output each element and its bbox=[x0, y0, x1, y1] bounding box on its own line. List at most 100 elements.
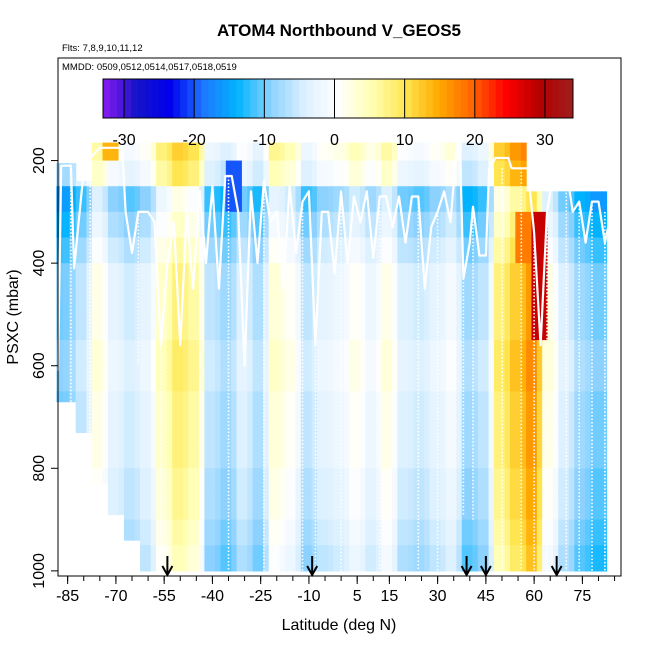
heatmap-cell bbox=[451, 142, 457, 162]
heatmap-cell bbox=[429, 142, 436, 162]
heatmap-cell bbox=[177, 160, 184, 187]
heatmap-cell bbox=[477, 417, 484, 444]
heatmap-cell bbox=[107, 340, 114, 367]
heatmap-cell bbox=[515, 442, 522, 469]
heatmap-cell bbox=[209, 493, 216, 521]
heatmap-cell bbox=[456, 263, 463, 290]
heatmap-cell bbox=[526, 545, 533, 572]
heatmap-cell bbox=[247, 545, 254, 572]
heatmap-cell bbox=[536, 417, 543, 444]
heatmap-cell bbox=[418, 288, 425, 316]
heatmap-cell bbox=[601, 519, 608, 546]
heatmap-cell bbox=[552, 263, 559, 290]
heatmap-cell bbox=[418, 365, 425, 392]
heatmap-cell bbox=[440, 288, 447, 316]
colorbar-swatch bbox=[544, 79, 553, 118]
heatmap-cell bbox=[418, 340, 425, 367]
heatmap-cell bbox=[156, 442, 163, 469]
heatmap-cell bbox=[424, 160, 431, 187]
heatmap-cell bbox=[225, 160, 232, 187]
x-tick-label: 60 bbox=[525, 588, 543, 605]
heatmap-cell bbox=[552, 288, 559, 316]
heatmap-cell bbox=[215, 519, 222, 546]
colorbar-swatch bbox=[523, 79, 532, 118]
heatmap-cell bbox=[322, 365, 329, 392]
heatmap-cell bbox=[531, 417, 538, 444]
heatmap-cell bbox=[140, 142, 146, 162]
heatmap-cell bbox=[488, 519, 495, 546]
heatmap-cell bbox=[568, 263, 575, 290]
heatmap-cell bbox=[91, 160, 98, 187]
heatmap-cell bbox=[585, 237, 592, 264]
heatmap-cell bbox=[558, 211, 565, 239]
heatmap-cell bbox=[279, 519, 286, 546]
heatmap-cell bbox=[520, 263, 527, 290]
heatmap-cell bbox=[375, 493, 382, 521]
heatmap-cell bbox=[558, 493, 565, 521]
heatmap-cell bbox=[236, 493, 243, 521]
heatmap-cell bbox=[123, 365, 130, 392]
heatmap-cell bbox=[252, 493, 259, 521]
heatmap-cell bbox=[241, 468, 248, 495]
heatmap-cell bbox=[322, 314, 329, 341]
heatmap-cell bbox=[434, 288, 441, 316]
heatmap-cell bbox=[295, 468, 302, 495]
heatmap-cell bbox=[429, 365, 436, 392]
heatmap-cell bbox=[172, 493, 179, 521]
y-axis-label: PSXC (mbar) bbox=[5, 269, 22, 364]
heatmap-cell bbox=[102, 211, 109, 239]
heatmap-cell bbox=[209, 142, 216, 162]
heatmap-cell bbox=[327, 442, 334, 469]
heatmap-cell bbox=[161, 237, 168, 264]
heatmap-cell bbox=[338, 160, 345, 187]
heatmap-cell bbox=[349, 365, 356, 392]
heatmap-cell bbox=[209, 391, 216, 418]
heatmap-cell bbox=[231, 160, 238, 187]
heatmap-cell bbox=[499, 237, 506, 264]
heatmap-cell bbox=[574, 442, 581, 469]
heatmap-cell bbox=[177, 288, 184, 316]
heatmap-cell bbox=[107, 237, 114, 264]
heatmap-cell bbox=[402, 442, 409, 469]
heatmap-cell bbox=[62, 163, 70, 187]
heatmap-cell bbox=[268, 314, 275, 341]
heatmap-cell bbox=[236, 545, 243, 572]
heatmap-cell bbox=[408, 237, 415, 264]
heatmap-cell bbox=[258, 288, 264, 316]
heatmap-cell bbox=[590, 211, 597, 239]
heatmap-cell bbox=[274, 160, 281, 187]
heatmap-cell bbox=[510, 288, 516, 316]
heatmap-cell bbox=[290, 391, 297, 418]
heatmap-cell bbox=[56, 391, 64, 403]
heatmap-cell bbox=[552, 417, 559, 444]
heatmap-cell bbox=[386, 160, 393, 187]
heatmap-cell bbox=[488, 417, 495, 444]
heatmap-cell bbox=[274, 186, 281, 213]
heatmap-cell bbox=[140, 365, 146, 392]
heatmap-cell bbox=[247, 519, 254, 546]
heatmap-cell bbox=[209, 160, 216, 187]
heatmap-cell bbox=[343, 365, 350, 392]
heatmap-cell bbox=[408, 365, 415, 392]
heatmap-cell bbox=[166, 314, 173, 341]
heatmap-cell bbox=[408, 340, 415, 367]
heatmap-cell bbox=[129, 263, 136, 290]
heatmap-cell bbox=[429, 340, 436, 367]
colorbar-swatch bbox=[299, 79, 307, 118]
heatmap-cell bbox=[81, 365, 88, 392]
heatmap-cell bbox=[467, 237, 474, 264]
heatmap-cell bbox=[365, 519, 372, 546]
heatmap-cell bbox=[290, 493, 297, 521]
heatmap-cell bbox=[595, 545, 602, 572]
heatmap-cell bbox=[568, 288, 575, 316]
heatmap-cell bbox=[107, 417, 114, 444]
heatmap-cell bbox=[354, 442, 361, 469]
heatmap-cell bbox=[241, 365, 248, 392]
heatmap-cell bbox=[268, 468, 275, 495]
heatmap-cell bbox=[392, 468, 399, 495]
heatmap-cell bbox=[118, 211, 125, 239]
heatmap-cell bbox=[134, 186, 141, 213]
heatmap-cell bbox=[488, 142, 495, 162]
heatmap-cell bbox=[552, 365, 559, 392]
heatmap-cell bbox=[123, 314, 130, 341]
